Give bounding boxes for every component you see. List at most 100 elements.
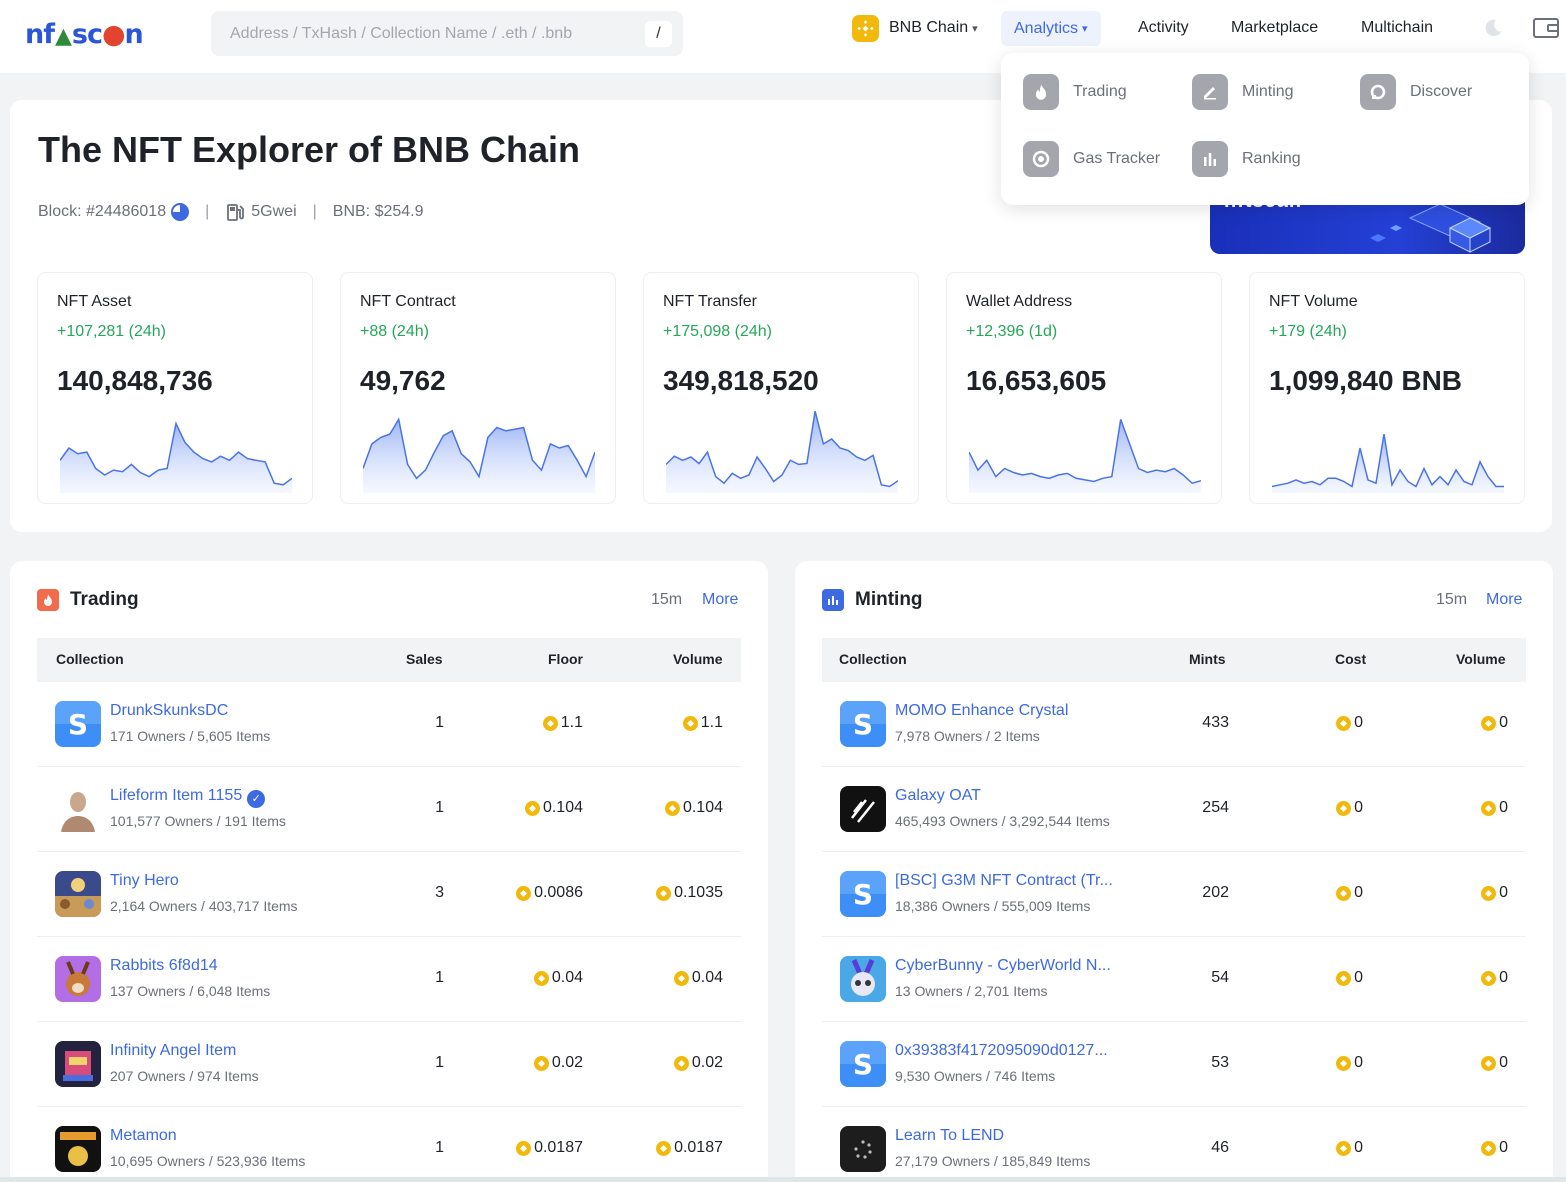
minting-panel: Minting 15m More Collection Mints Cost V… <box>795 561 1553 1182</box>
nav-multichain[interactable]: Multichain <box>1361 19 1434 36</box>
promo-banner[interactable]: nftscan <box>1210 198 1525 254</box>
collection-avatar[interactable] <box>55 786 101 832</box>
table-row[interactable]: Learn To LEND 27,179 Owners / 185,849 Ite… <box>822 1107 1526 1182</box>
search-input[interactable] <box>230 24 630 43</box>
stat-card[interactable]: NFT Volume +179 (24h) 1,099,840 BNB <box>1249 272 1525 504</box>
horizontal-scrollbar[interactable] <box>0 1177 1566 1182</box>
table-row[interactable]: Tiny Hero 2,164 Owners / 403,717 Items 3 0.… <box>37 852 741 937</box>
collection-name-link[interactable]: Metamon <box>110 1127 177 1144</box>
sparkline-chart <box>60 421 292 493</box>
menu-item-discover[interactable]: Discover <box>1360 74 1472 110</box>
collection-name-link[interactable]: 0x39383f4172095090d0127... <box>895 1042 1108 1059</box>
block-number[interactable]: Block: #24486018 <box>38 203 167 220</box>
menu-item-trading[interactable]: Trading <box>1023 74 1127 110</box>
col-collection: Collection <box>56 651 124 667</box>
stat-card[interactable]: Wallet Address +12,396 (1d) 16,653,605 <box>946 272 1222 504</box>
wallet-icon[interactable] <box>1532 16 1560 40</box>
bnb-coin-icon <box>533 1055 549 1071</box>
collection-name-link[interactable]: CyberBunny - CyberWorld N... <box>895 957 1111 974</box>
collection-avatar[interactable] <box>55 1126 101 1172</box>
dark-mode-moon-icon[interactable] <box>1481 17 1503 39</box>
col-floor[interactable]: Floor <box>548 651 583 667</box>
collection-name-link[interactable]: Learn To LEND <box>895 1127 1005 1144</box>
bnb-coin-icon <box>1481 715 1497 731</box>
table-row[interactable]: Rabbits 6f8d14 137 Owners / 6,048 Items 1 0… <box>37 937 741 1022</box>
minting-more-link[interactable]: More <box>1486 591 1523 608</box>
nav-marketplace[interactable]: Marketplace <box>1231 19 1319 36</box>
col-volume[interactable]: Volume <box>673 651 723 667</box>
col-volume[interactable]: Volume <box>1456 651 1506 667</box>
collection-avatar[interactable]: S <box>55 701 101 747</box>
collection-avatar[interactable] <box>55 956 101 1002</box>
bnb-price: BNB: $254.9 <box>332 203 424 220</box>
stat-card[interactable]: NFT Contract +88 (24h) 49,762 <box>340 272 616 504</box>
collection-name-link[interactable]: MOMO Enhance Crystal <box>895 702 1069 719</box>
table-row[interactable]: S 0x39383f4172095090d0127... 9,530 Owners … <box>822 1022 1526 1107</box>
collection-owners-items: 207 Owners / 974 Items <box>110 1068 259 1084</box>
menu-item-minting[interactable]: Minting <box>1192 74 1294 110</box>
bnb-coin-icon <box>656 1140 672 1156</box>
nav-analytics-label: Analytics <box>1014 19 1079 37</box>
table-row[interactable]: Galaxy OAT 465,493 Owners / 3,292,544 Ite… <box>822 767 1526 852</box>
collection-avatar[interactable] <box>840 956 886 1002</box>
collection-avatar[interactable] <box>840 1126 886 1172</box>
menu-item-ranking[interactable]: Ranking <box>1192 141 1301 177</box>
collection-avatar[interactable]: S <box>840 701 886 747</box>
menu-item-gas-tracker[interactable]: Gas Tracker <box>1023 141 1160 177</box>
nav-activity[interactable]: Activity <box>1138 19 1189 36</box>
sparkline-area <box>60 423 292 493</box>
chain-selector-label: BNB Chain <box>889 19 969 36</box>
collection-owners-items: 137 Owners / 6,048 Items <box>110 983 271 999</box>
stat-card[interactable]: NFT Transfer +175,098 (24h) 349,818,520 <box>643 272 919 504</box>
chain-selector[interactable]: BNB Chain ▾ <box>852 0 978 56</box>
bnb-coin-icon <box>673 1055 689 1071</box>
col-sales[interactable]: Sales <box>406 651 443 667</box>
bnb-coin-icon <box>524 800 540 816</box>
minting-time-range[interactable]: 15m <box>1436 591 1468 608</box>
collection-avatar[interactable]: S <box>840 871 886 917</box>
collection-name-link[interactable]: [BSC] G3M NFT Contract (Tr... <box>895 872 1113 889</box>
collection-name-link[interactable]: DrunkSkunksDC <box>110 702 229 719</box>
table-row[interactable]: S [BSC] G3M NFT Contract (Tr... 18,386 Own… <box>822 852 1526 937</box>
search-shortcut-key: / <box>645 21 672 47</box>
gas-price: 5Gwei <box>251 203 297 220</box>
collection-name-link[interactable]: Infinity Angel Item <box>110 1042 237 1059</box>
sparkline-chart <box>969 419 1201 493</box>
minting-panel-header: Minting <box>822 589 923 611</box>
collection-avatar[interactable] <box>840 786 886 832</box>
bnb-coin-icon <box>664 800 680 816</box>
table-row[interactable]: CyberBunny - CyberWorld N... 13 Owners / … <box>822 937 1526 1022</box>
collection-name-link[interactable]: Galaxy OAT <box>895 787 981 804</box>
trading-more-link[interactable]: More <box>702 591 739 608</box>
table-row[interactable]: S DrunkSkunksDC 171 Owners / 5,605 Items 1 1… <box>37 682 741 767</box>
cell-sales: 1 <box>435 714 444 731</box>
trading-time-range[interactable]: 15m <box>651 591 683 608</box>
collection-owners-items: 2,164 Owners / 403,717 Items <box>110 898 298 914</box>
col-mints[interactable]: Mints <box>1189 651 1226 667</box>
table-row[interactable]: Infinity Angel Item 207 Owners / 974 Item… <box>37 1022 741 1107</box>
collection-avatar[interactable]: S <box>840 1041 886 1087</box>
table-row[interactable]: S MOMO Enhance Crystal 7,978 Owners / 2 It… <box>822 682 1526 767</box>
cell-volume: 0.0187 <box>656 1139 723 1157</box>
bnb-coin-icon <box>1336 1140 1352 1156</box>
minting-table-header: Collection Mints Cost Volume <box>822 638 1526 682</box>
table-row[interactable]: Metamon 10,695 Owners / 523,936 Items 1 0.0… <box>37 1107 741 1182</box>
collection-name-link[interactable]: Rabbits 6f8d14 <box>110 957 218 974</box>
stat-value: 16,653,605 <box>966 365 1107 396</box>
search-bar[interactable]: / <box>211 11 683 56</box>
cell-volume: 0.02 <box>673 1054 723 1072</box>
nftscan-logo[interactable]: nf▲sc●n <box>25 18 144 50</box>
collection-avatar[interactable] <box>55 871 101 917</box>
nav-analytics[interactable]: Analytics ▾ <box>1001 11 1101 46</box>
table-row[interactable]: Lifeform Item 1155 ✓ 101,577 Owners / 191 … <box>37 767 741 852</box>
bnb-coin-icon <box>516 885 532 901</box>
sparkline-chart <box>1272 433 1504 493</box>
collection-avatar[interactable] <box>55 1041 101 1087</box>
cell-volume: 0 <box>1481 1139 1508 1157</box>
collection-name-link[interactable]: Lifeform Item 1155 ✓ <box>110 787 266 808</box>
stat-card[interactable]: NFT Asset +107,281 (24h) 140,848,736 <box>37 272 313 504</box>
bnb-coin-icon <box>533 970 549 986</box>
collection-name-link[interactable]: Tiny Hero <box>110 872 179 889</box>
bnb-coin-icon <box>1336 1055 1352 1071</box>
col-cost[interactable]: Cost <box>1335 651 1367 667</box>
